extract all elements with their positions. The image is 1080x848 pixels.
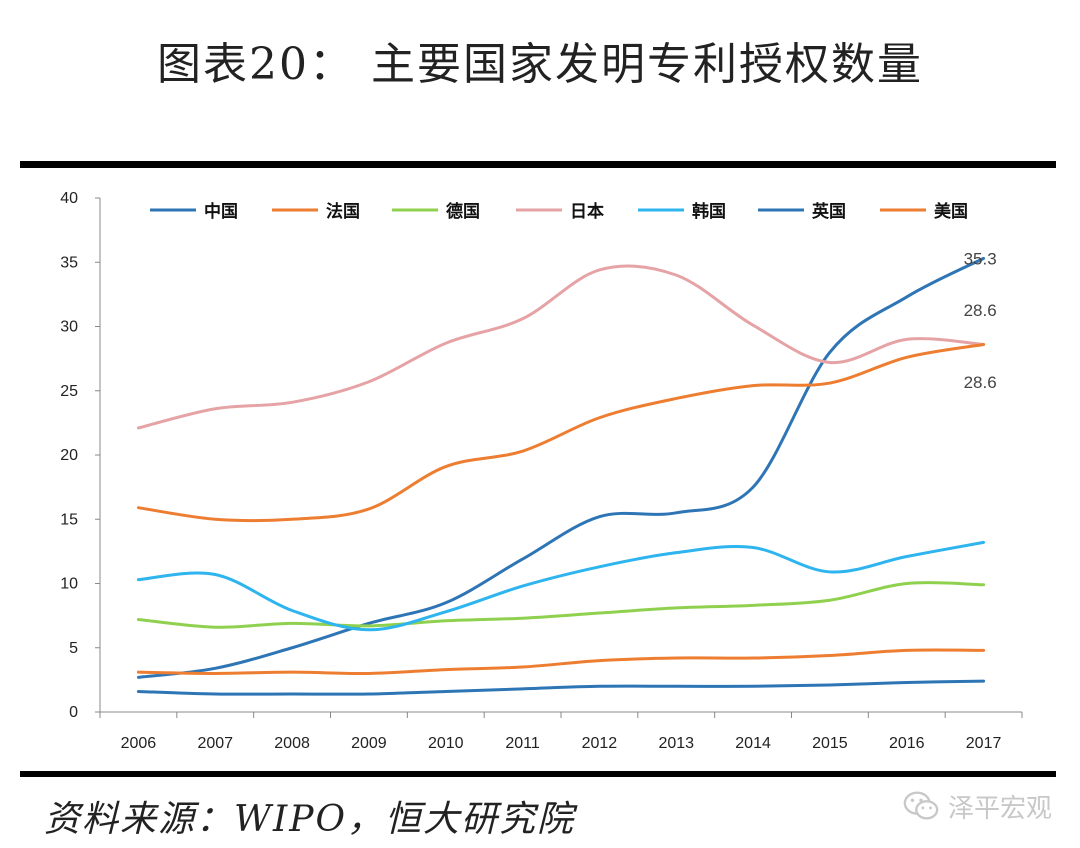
source-note: 资料来源：WIPO，恒大研究院: [44, 799, 575, 840]
y-tick-label: 40: [60, 190, 78, 207]
legend-label: 英国: [812, 201, 846, 222]
data-label: 28.6: [964, 373, 997, 392]
series-line-3: [136, 264, 986, 430]
x-tick-label: 2006: [121, 735, 157, 752]
watermark-text: 泽平宏观: [947, 793, 1052, 824]
legend-label: 中国: [204, 201, 238, 222]
x-tick-label: 2008: [274, 735, 310, 752]
series-line-4: [136, 540, 986, 632]
legend-label: 日本: [570, 201, 604, 222]
x-tick-label: 2007: [197, 735, 233, 752]
wechat-icon: [903, 791, 939, 820]
y-tick-label: 35: [60, 254, 78, 271]
patent-grants-line-chart: 0 5 10 15 20 25 30 35 40 2006 2007 2008 2009 2010 2011…: [60, 190, 1023, 752]
x-tick-label: 2013: [658, 735, 694, 752]
watermark: 泽平宏观: [902, 786, 1052, 826]
x-tick-label: 2016: [889, 735, 925, 752]
y-tick-label: 20: [60, 447, 78, 464]
chart-series: [136, 256, 986, 696]
y-tick-label: 15: [60, 511, 78, 528]
series-line-1: [136, 648, 986, 676]
data-label: 28.6: [964, 301, 997, 320]
x-tick-label: 2009: [351, 735, 387, 752]
x-tick-label: 2015: [812, 735, 848, 752]
chart-axes: 0 5 10 15 20 25 30 35 40 2006 2007 2008 2009 2010 2011…: [60, 190, 1023, 752]
series-line-0: [136, 256, 986, 679]
series-line-2: [136, 581, 986, 629]
y-tick-label: 30: [60, 319, 78, 336]
legend-label: 韩国: [692, 201, 726, 222]
x-tick-label: 2012: [582, 735, 618, 752]
y-tick-label: 25: [60, 383, 78, 400]
x-tick-label: 2010: [428, 735, 464, 752]
y-tick-label: 0: [69, 704, 78, 721]
chart-legend: 中国 法国 德国 日本 韩国 英国 美国: [150, 201, 968, 222]
y-tick-label: 10: [60, 576, 78, 593]
bottom-rule: [20, 771, 1056, 777]
legend-label: 美国: [934, 201, 968, 222]
legend-label: 法国: [326, 201, 360, 222]
y-tick-label: 5: [69, 640, 78, 657]
x-tick-label: 2011: [505, 735, 540, 752]
data-label: 35.3: [964, 249, 997, 268]
chart-annotations: 35.3 28.6 28.6: [964, 249, 997, 391]
series-line-6: [136, 342, 986, 523]
x-tick-label: 2014: [735, 735, 771, 752]
series-line-5: [136, 679, 986, 696]
legend-label: 德国: [446, 201, 480, 222]
page-title: 图表20： 主要国家发明专利授权数量: [157, 39, 923, 90]
top-rule: [20, 161, 1056, 168]
x-tick-label: 2017: [966, 735, 1002, 752]
